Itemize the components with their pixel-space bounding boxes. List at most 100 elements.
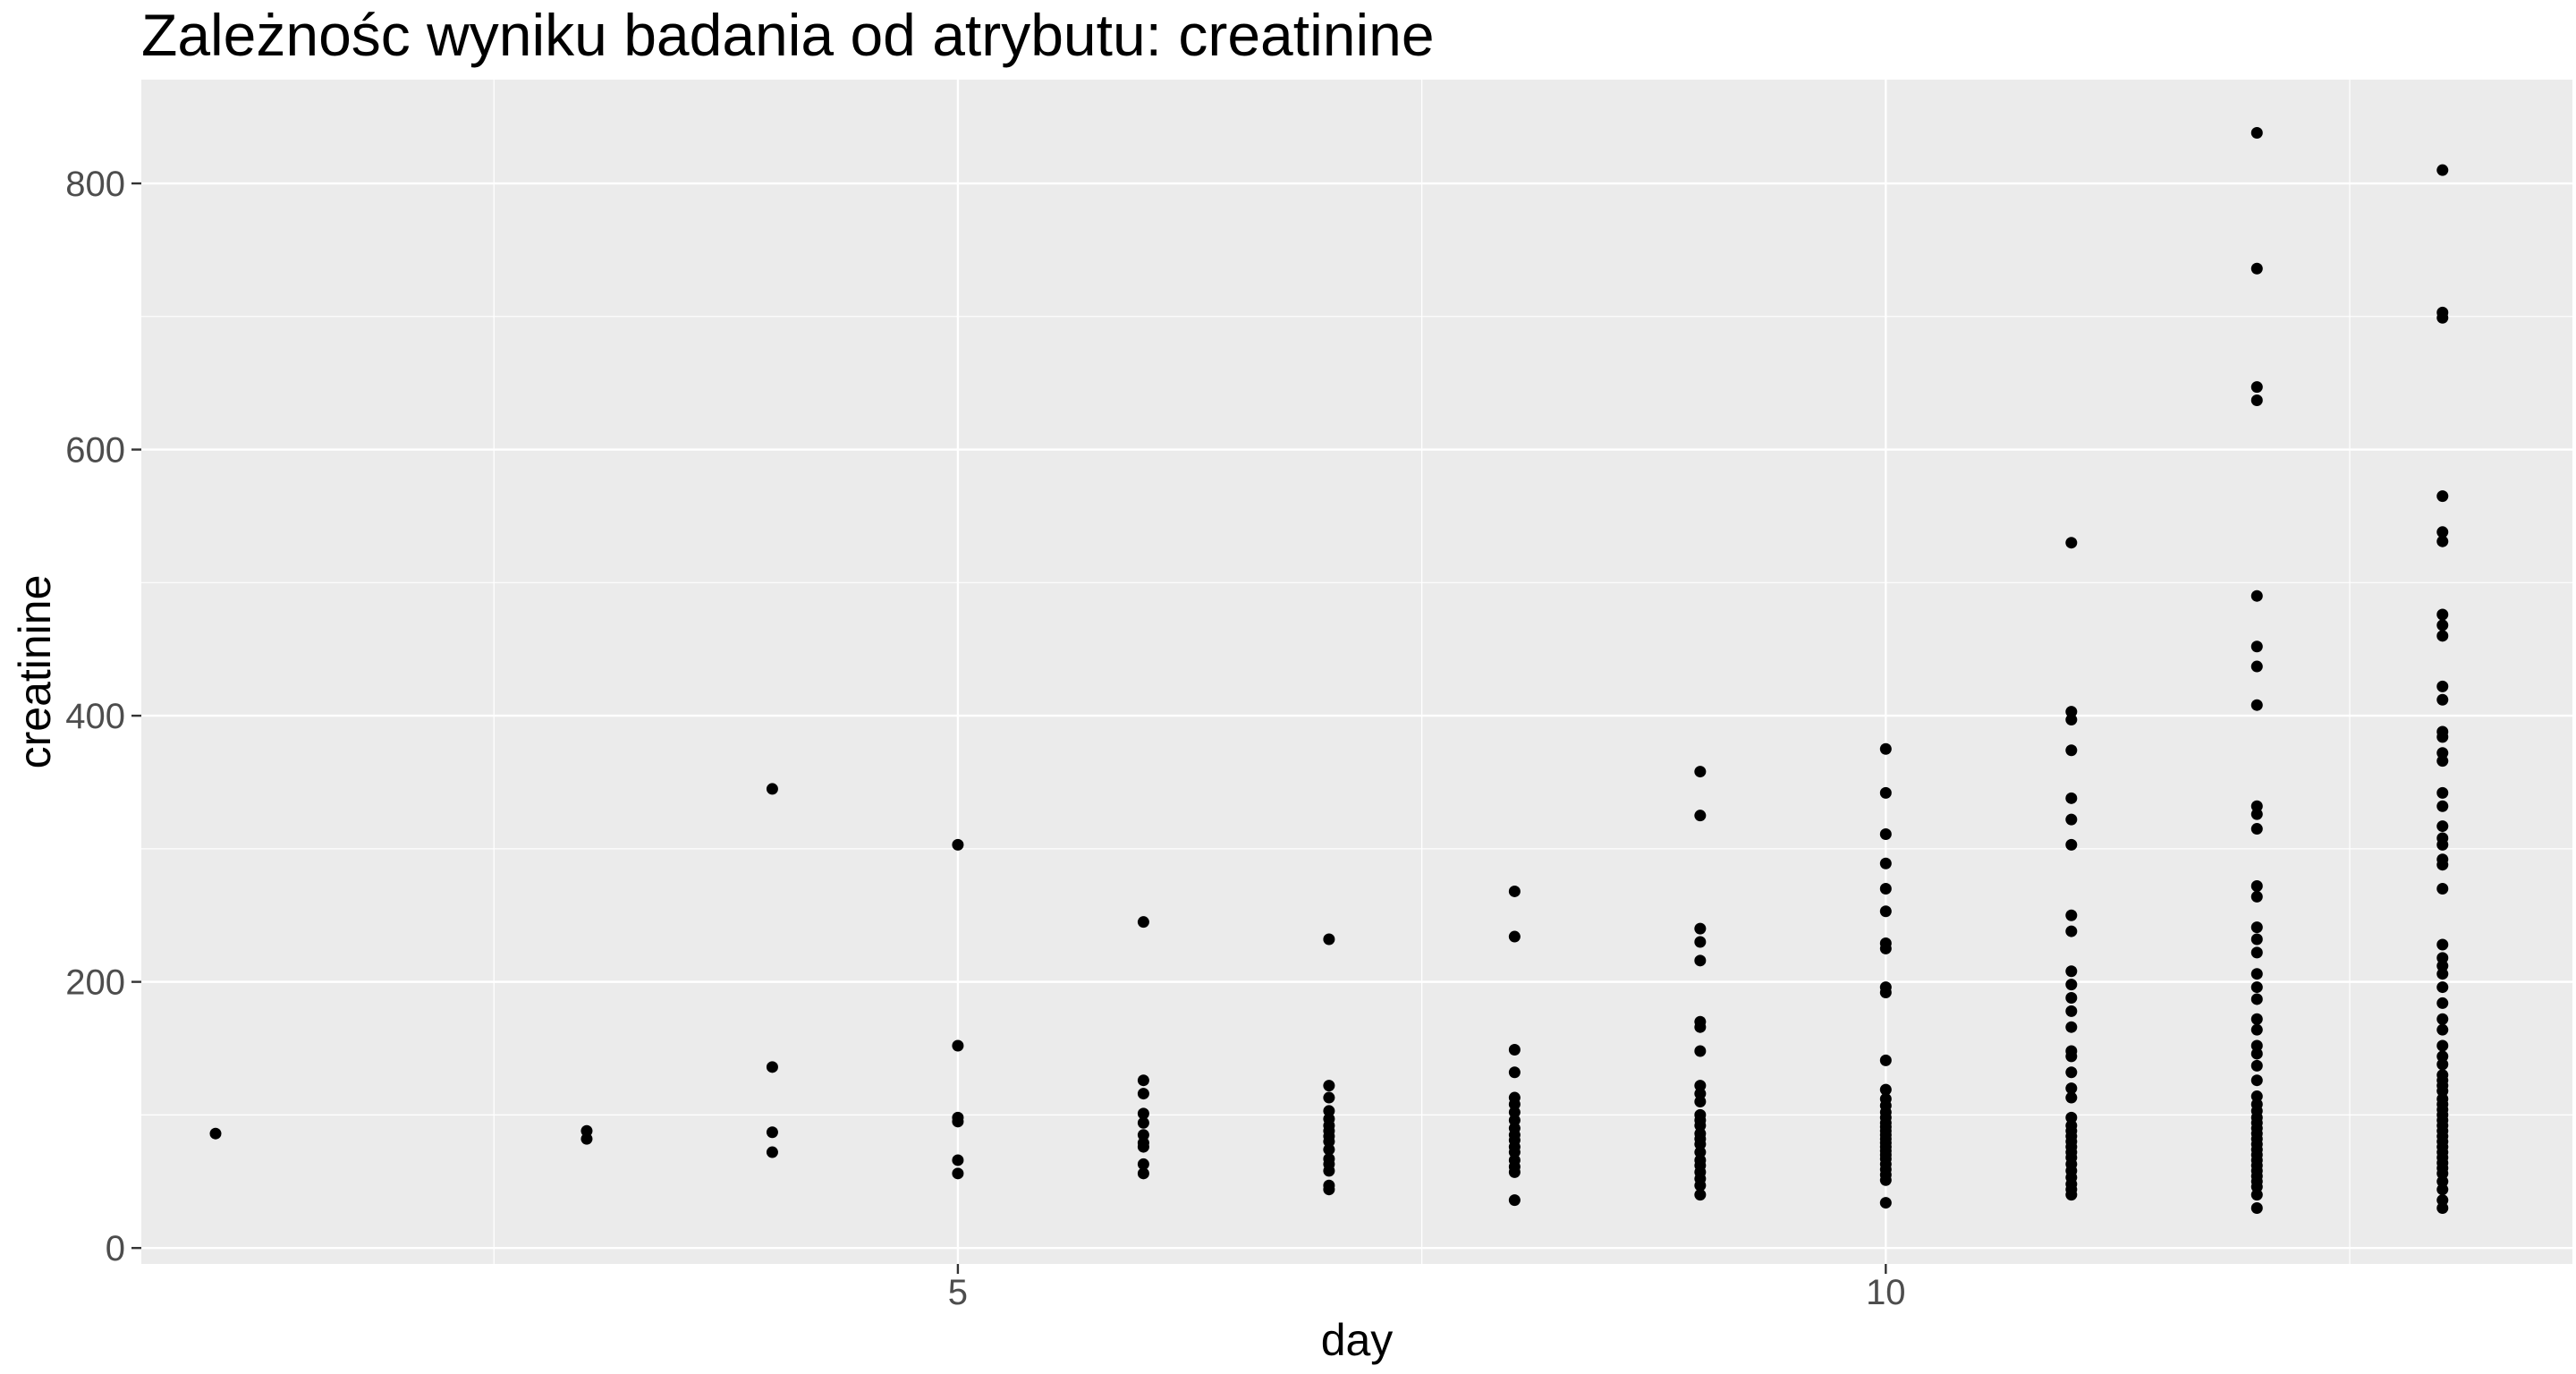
data-point: [2436, 1183, 2449, 1196]
data-point: [2436, 997, 2449, 1009]
data-point: [2436, 1013, 2449, 1025]
y-axis-title: creatinine: [10, 575, 60, 769]
data-point: [1694, 1021, 1707, 1033]
data-point: [2250, 262, 2263, 275]
data-point: [2250, 946, 2263, 959]
data-point: [2436, 731, 2449, 743]
data-point: [1879, 905, 1892, 918]
data-point: [1323, 1080, 1335, 1092]
data-point: [2436, 1194, 2449, 1207]
tick-labels: 5 10 0 200 400 600 800: [65, 165, 1905, 1312]
data-point: [2250, 1090, 2263, 1103]
data-point: [2436, 800, 2449, 812]
data-point: [2436, 311, 2449, 324]
data-point: [2250, 993, 2263, 1005]
data-point: [1879, 987, 1892, 999]
data-point: [2436, 1085, 2449, 1098]
data-point: [2436, 526, 2449, 539]
data-point: [2436, 680, 2449, 692]
data-point: [2436, 786, 2449, 799]
data-point: [1508, 885, 1521, 897]
data-point: [766, 1146, 778, 1158]
data-point: [952, 1154, 964, 1166]
data-point: [1137, 1074, 1149, 1087]
data-point: [1879, 786, 1892, 799]
data-point: [2436, 630, 2449, 642]
data-point: [2250, 394, 2263, 407]
data-point: [1323, 1105, 1335, 1117]
axis-ticks: [131, 182, 1887, 1274]
data-point: [1508, 1146, 1521, 1158]
data-point: [2250, 808, 2263, 820]
y-tick-label: 0: [106, 1229, 125, 1268]
data-point: [2250, 968, 2263, 980]
data-point: [2065, 979, 2078, 991]
data-point: [2065, 925, 2078, 937]
data-point: [2436, 838, 2449, 851]
data-point: [2250, 640, 2263, 653]
data-point: [1137, 1107, 1149, 1120]
data-point: [1694, 922, 1707, 935]
data-point: [2436, 755, 2449, 768]
data-point: [1508, 1043, 1521, 1056]
data-point: [952, 1115, 964, 1128]
data-point: [1694, 1088, 1707, 1100]
data-point: [2436, 1050, 2449, 1063]
data-point: [2250, 800, 2263, 812]
data-point: [2436, 859, 2449, 871]
data-point: [2436, 1175, 2449, 1188]
y-tick-label: 800: [65, 165, 125, 204]
data-point: [952, 1039, 964, 1052]
data-point: [2065, 1050, 2078, 1063]
data-point: [1137, 1167, 1149, 1180]
data-point: [2250, 880, 2263, 893]
data-point: [2065, 1005, 2078, 1017]
data-point: [1694, 1189, 1707, 1201]
data-point: [1137, 1116, 1149, 1129]
data-point: [2250, 933, 2263, 946]
x-axis-title: day: [1321, 1315, 1394, 1365]
data-point: [1323, 933, 1335, 946]
data-point: [1879, 1197, 1892, 1209]
data-point: [2250, 589, 2263, 602]
data-point: [1694, 1080, 1707, 1092]
data-point: [1508, 1066, 1521, 1079]
data-point: [952, 838, 964, 851]
data-point: [1694, 1138, 1707, 1150]
data-point: [2065, 537, 2078, 549]
data-point: [1694, 1045, 1707, 1057]
data-point: [1323, 1091, 1335, 1104]
data-point: [2250, 1059, 2263, 1072]
data-point: [1879, 942, 1892, 954]
data-point: [2436, 952, 2449, 964]
data-point: [2250, 1047, 2263, 1060]
data-point: [2436, 693, 2449, 706]
data-point: [1694, 954, 1707, 967]
data-point: [2436, 938, 2449, 951]
data-point: [766, 1061, 778, 1073]
data-point: [1323, 1183, 1335, 1196]
data-point: [2436, 747, 2449, 759]
data-point: [2436, 960, 2449, 972]
data-point: [2065, 838, 2078, 851]
data-point: [952, 1167, 964, 1180]
data-point: [1694, 1179, 1707, 1192]
data-point: [2436, 820, 2449, 833]
data-point: [1508, 1106, 1521, 1118]
data-point: [2065, 965, 2078, 978]
x-tick-label: 5: [948, 1273, 968, 1312]
data-point: [2436, 1202, 2449, 1215]
data-point: [2436, 535, 2449, 547]
data-point: [1879, 1174, 1892, 1186]
data-point: [2250, 1202, 2263, 1215]
data-point: [1694, 1119, 1707, 1132]
data-point: [2065, 714, 2078, 726]
data-point: [2065, 909, 2078, 921]
data-point: [2436, 1058, 2449, 1071]
data-point: [1694, 936, 1707, 948]
data-point: [2250, 1013, 2263, 1025]
data-point: [580, 1132, 593, 1145]
plot-background: [141, 80, 2572, 1264]
data-point: [1137, 916, 1149, 929]
